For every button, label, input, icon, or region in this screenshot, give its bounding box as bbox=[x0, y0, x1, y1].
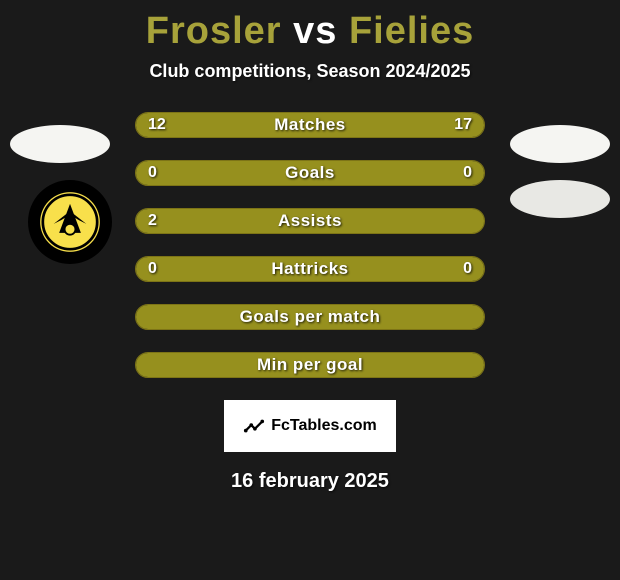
date-line: 16 february 2025 bbox=[0, 470, 620, 493]
player1-avatar-placeholder bbox=[10, 125, 110, 163]
stat-bar: 2Assists bbox=[135, 208, 485, 234]
subtitle: Club competitions, Season 2024/2025 bbox=[0, 61, 620, 82]
player1-club-logo bbox=[28, 180, 112, 264]
player2-name: Fielies bbox=[349, 10, 474, 52]
vs-text: vs bbox=[293, 10, 337, 52]
stat-label: Goals per match bbox=[136, 305, 484, 329]
stat-bar: Goals per match bbox=[135, 304, 485, 330]
stat-bar: 00Hattricks bbox=[135, 256, 485, 282]
stat-label: Goals bbox=[136, 161, 484, 185]
stat-label: Min per goal bbox=[136, 353, 484, 377]
stat-bar: Min per goal bbox=[135, 352, 485, 378]
page-title: Frosler vs Fielies bbox=[0, 0, 620, 53]
stat-bar: 00Goals bbox=[135, 160, 485, 186]
stat-label: Matches bbox=[136, 113, 484, 137]
club-crest-icon bbox=[41, 193, 99, 251]
stat-label: Hattricks bbox=[136, 257, 484, 281]
player1-name: Frosler bbox=[146, 10, 282, 52]
player2-avatar-placeholder bbox=[510, 125, 610, 163]
chart-icon bbox=[243, 415, 265, 437]
brand-badge[interactable]: FcTables.com bbox=[224, 400, 396, 452]
stats-bar-list: 1217Matches 00Goals 2Assists 00Hattricks Goa… bbox=[135, 112, 485, 378]
player2-club-placeholder bbox=[510, 180, 610, 218]
stat-bar: 1217Matches bbox=[135, 112, 485, 138]
brand-text: FcTables.com bbox=[271, 417, 377, 435]
stat-label: Assists bbox=[136, 209, 484, 233]
